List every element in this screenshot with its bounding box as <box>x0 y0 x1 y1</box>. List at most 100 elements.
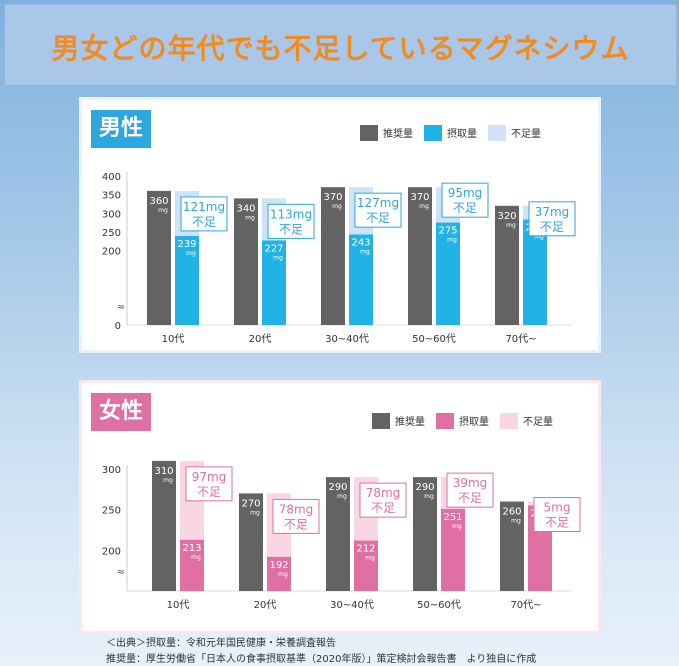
shortage-callout-amount: 78mg <box>366 486 401 500</box>
intake-unit-label: mg <box>278 571 288 578</box>
recommended-value-label: 360 <box>149 196 168 207</box>
recommended-bar <box>413 477 437 591</box>
shortage-callout-label: 不足 <box>366 211 390 225</box>
intake-value-label: 213 <box>182 543 201 554</box>
source-line-2: 推奨量：厚生労働省「日本人の食事摂取基準（2020年版）」策定検討会報告書 より… <box>106 654 537 665</box>
recommended-value-label: 370 <box>410 192 429 203</box>
recommended-unit-label: mg <box>424 493 434 500</box>
men-chart-title: 男性 <box>91 110 151 148</box>
y-tick-label: 300 <box>102 465 121 476</box>
intake-bar <box>267 556 291 591</box>
x-category-label: 10代 <box>167 599 190 611</box>
shortage-callout-label: 不足 <box>279 222 303 236</box>
x-category-label: 20代 <box>254 599 277 611</box>
recommended-unit-label: mg <box>511 518 521 525</box>
x-category-label: 30~40代 <box>325 333 369 345</box>
shortage-callout-box <box>185 466 233 502</box>
shortage-callout-amount: 121mg <box>183 200 225 214</box>
legend-swatch <box>436 413 454 429</box>
intake-value-label: 243 <box>351 237 370 248</box>
intake-bar <box>262 240 286 325</box>
legend-label: 摂取量 <box>447 127 477 140</box>
recommended-unit-label: mg <box>250 509 260 516</box>
legend-label: 摂取量 <box>459 415 489 428</box>
shortage-callout-box <box>528 201 576 237</box>
recommended-unit-label: mg <box>158 207 168 214</box>
legend-swatch <box>500 413 518 429</box>
x-category-label: 70代~ <box>505 333 536 345</box>
shortage-callout-label: 不足 <box>458 491 482 505</box>
women-chart-card: 女性 推奨量 摂取量 不足量 300 250 200 ≈310 mg 213 mg 97mg 不足 10… <box>79 380 601 634</box>
title-banner: 男女どの年代でも不足しているマグネシウム <box>4 4 677 86</box>
legend-swatch <box>360 125 378 141</box>
intake-unit-label: mg <box>452 523 462 530</box>
intake-value-label: 251 <box>443 512 462 523</box>
x-category-label: 70代~ <box>510 599 541 611</box>
intake-unit-label: mg <box>191 554 201 561</box>
shortage-callout-box <box>272 498 320 534</box>
x-category-label: 50~60代 <box>412 333 456 345</box>
intake-bar <box>349 234 373 325</box>
intake-bar <box>175 235 199 325</box>
x-category-label: 30~40代 <box>330 599 374 611</box>
shortage-callout-box <box>441 182 489 218</box>
recommended-value-label: 340 <box>236 203 255 214</box>
recommended-unit-label: mg <box>337 493 347 500</box>
recommended-unit-label: mg <box>506 222 516 229</box>
shortage-callout-box <box>267 203 315 239</box>
intake-bar <box>354 540 378 591</box>
women-chart: 推奨量 摂取量 不足量300250200≈310mg213mg97mg不足10代27… <box>102 413 581 611</box>
shortage-callout-label: 不足 <box>453 201 477 215</box>
shortage-callout-label: 不足 <box>545 516 569 530</box>
axis-break-mark: ≈ <box>117 302 125 313</box>
legend-label: 不足量 <box>511 128 541 140</box>
intake-bar <box>523 219 547 325</box>
intake-unit-label: mg <box>360 248 370 255</box>
recommended-unit-label: mg <box>163 477 173 484</box>
intake-value-label: 275 <box>438 226 457 237</box>
shortage-callout-box <box>354 192 402 228</box>
recommended-value-label: 290 <box>328 482 347 493</box>
shortage-callout-amount: 78mg <box>279 502 314 516</box>
y-tick-label: 200 <box>102 247 121 258</box>
y-tick-label: 200 <box>102 546 121 557</box>
intake-bar <box>180 539 204 591</box>
recommended-value-label: 260 <box>502 507 521 518</box>
x-category-label: 10代 <box>162 333 185 345</box>
recommended-value-label: 310 <box>154 466 173 477</box>
intake-value-label: 239 <box>177 239 196 250</box>
recommended-unit-label: mg <box>419 203 429 210</box>
y-tick-label: 300 <box>102 209 121 220</box>
intake-value-label: 227 <box>264 243 283 254</box>
intake-bar <box>436 222 460 325</box>
shortage-callout-amount: 95mg <box>448 186 483 200</box>
recommended-bar <box>234 198 258 325</box>
recommended-unit-label: mg <box>245 214 255 221</box>
recommended-bar <box>326 477 350 591</box>
recommended-bar <box>408 187 432 325</box>
y-tick-label: 400 <box>102 172 121 183</box>
shortage-callout-box <box>180 196 228 232</box>
shortage-callout-box <box>533 497 581 533</box>
legend-label: 推奨量 <box>395 415 425 428</box>
x-category-label: 50~60代 <box>417 599 461 611</box>
source-line-1: ＜出典＞摂取量：令和元年国民健康・栄養調査報告 <box>106 638 336 649</box>
shortage-callout-label: 不足 <box>284 517 308 531</box>
intake-value-label: 212 <box>356 544 375 555</box>
shortage-callout-label: 不足 <box>371 501 395 515</box>
legend-swatch <box>424 125 442 141</box>
recommended-bar <box>239 493 263 591</box>
shortage-callout-label: 不足 <box>540 220 564 234</box>
recommended-bar <box>495 205 519 325</box>
shortage-callout-amount: 127mg <box>357 196 399 210</box>
intake-unit-label: mg <box>447 237 457 244</box>
shortage-callout-box <box>359 482 407 518</box>
legend-label: 不足量 <box>523 416 553 428</box>
legend-swatch <box>488 125 506 141</box>
y-tick-label: 250 <box>102 506 121 517</box>
recommended-bar <box>321 187 345 325</box>
shortage-callout-label: 不足 <box>197 485 221 499</box>
shortage-callout-amount: 97mg <box>192 470 227 484</box>
axis-break-mark: ≈ <box>117 567 125 578</box>
intake-value-label: 192 <box>269 560 288 571</box>
